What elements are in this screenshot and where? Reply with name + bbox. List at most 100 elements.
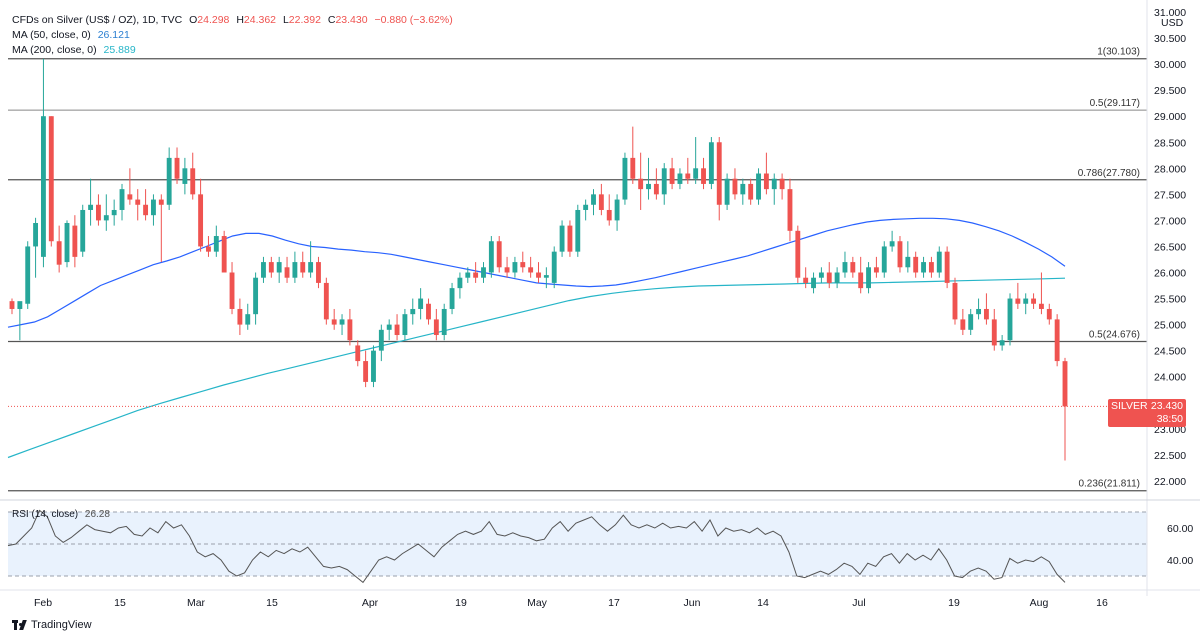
candle-body [575, 209, 581, 252]
legend-symbol: CFDs on Silver (US$ / OZ), 1D, TVC [12, 14, 183, 26]
legend-rsi[interactable]: RSI (14, close) 26.28 [12, 507, 110, 522]
fib-level-label: 1(30.103) [1097, 47, 1140, 58]
candle-body [803, 277, 809, 283]
candle-body [221, 236, 227, 273]
candle-body [276, 262, 282, 273]
candle-body [284, 267, 290, 278]
candle-body [347, 319, 353, 341]
candle-body [9, 301, 15, 309]
candle-body [913, 256, 919, 273]
candle-body [418, 298, 424, 309]
time-tick-label: 19 [948, 597, 960, 609]
legend-ma50-value: 26.121 [97, 29, 130, 41]
price-tick-label: 27.500 [1154, 189, 1186, 201]
candle-body [756, 173, 761, 200]
candle-body [520, 262, 526, 268]
candle-body [983, 308, 989, 320]
candle-body [323, 282, 329, 320]
candle-body [630, 157, 636, 179]
candle-body [536, 272, 541, 278]
candle-body [968, 314, 974, 330]
candle-body [512, 262, 518, 273]
candle-body [826, 272, 832, 283]
candle-body [881, 246, 887, 273]
time-tick-label: 19 [455, 597, 467, 609]
price-tick-label: 28.000 [1154, 163, 1186, 175]
candle-body [410, 308, 416, 315]
candle-body [559, 225, 565, 252]
candle-body [1054, 319, 1060, 362]
candle-body [253, 277, 259, 315]
moving-averages [7, 217, 1066, 459]
tradingview-logo[interactable]: TradingView [12, 619, 92, 631]
candle-body [598, 194, 604, 210]
legend-rsi-value: 26.28 [84, 509, 110, 520]
price-tick-label: 24.000 [1154, 372, 1186, 384]
last-price-value: 23.430 [1150, 400, 1183, 412]
ma50-line [7, 217, 1066, 328]
tradingview-logo-icon [12, 620, 27, 630]
candle-body [111, 209, 117, 216]
price-tick-label: 22.000 [1154, 476, 1186, 488]
candle-body [25, 246, 31, 304]
candle-body [787, 189, 793, 231]
candle-body [842, 262, 848, 273]
price-tick-label: 26.500 [1154, 241, 1186, 253]
candle-body [465, 272, 471, 278]
candle-body [143, 204, 149, 216]
candle-body [1038, 303, 1044, 309]
candle-body [268, 262, 274, 273]
rsi-pane [7, 509, 1147, 584]
candle-body [363, 361, 369, 382]
candle-body [528, 267, 534, 273]
price-tick-label: 24.500 [1154, 346, 1186, 358]
candlestick-series [8, 58, 1147, 461]
candle-body [638, 178, 644, 190]
candle-body [481, 267, 486, 278]
candle-body [378, 329, 384, 351]
candle-body [33, 223, 39, 247]
fib-level-label: 0.236(21.811) [1078, 479, 1140, 490]
candle-body [905, 256, 911, 268]
candle-body [72, 225, 78, 257]
price-tick-label: 30.500 [1154, 33, 1186, 45]
candle-body [88, 204, 94, 210]
last-price-symbol: SILVER [1111, 400, 1148, 412]
candle-body [339, 319, 345, 325]
candle-body [40, 116, 46, 257]
candle-body [1046, 308, 1052, 320]
candle-body [308, 262, 314, 273]
candle-body [669, 168, 675, 184]
legend-main[interactable]: CFDs on Silver (US$ / OZ), 1D, TVC O24.2… [12, 13, 453, 28]
candle-body [229, 272, 235, 309]
bar-countdown: 38:50 [1156, 413, 1183, 425]
legend-ma200[interactable]: MA (200, close, 0) 25.889 [12, 43, 136, 58]
candle-body [17, 301, 23, 309]
rsi-line [7, 509, 1066, 584]
candle-body [795, 230, 801, 278]
candle-body [897, 241, 903, 268]
candle-body [1007, 298, 1013, 341]
legend-high-label: H [236, 14, 244, 26]
candle-body [441, 308, 447, 336]
legend-ma50[interactable]: MA (50, close, 0) 26.121 [12, 28, 130, 43]
candle-body [818, 272, 824, 278]
candle-body [103, 215, 109, 221]
legend-open: 24.298 [197, 14, 230, 26]
candle-body [834, 272, 840, 283]
candle-body [763, 173, 769, 190]
candle-body [653, 183, 659, 195]
candle-body [748, 183, 754, 200]
candle-body [135, 199, 141, 205]
ma200-line [7, 277, 1066, 459]
time-tick-label: Jun [684, 597, 701, 609]
candle-body [976, 308, 981, 315]
tradingview-brand: TradingView [31, 619, 92, 631]
candle-body [190, 168, 196, 195]
legend-change: −0.880 (−3.62%) [374, 14, 453, 26]
legend-high: 24.362 [243, 14, 277, 26]
legend-rsi-label: RSI (14, close) [12, 509, 79, 520]
price-tick-label: 27.000 [1154, 215, 1186, 227]
candle-body [928, 262, 934, 273]
